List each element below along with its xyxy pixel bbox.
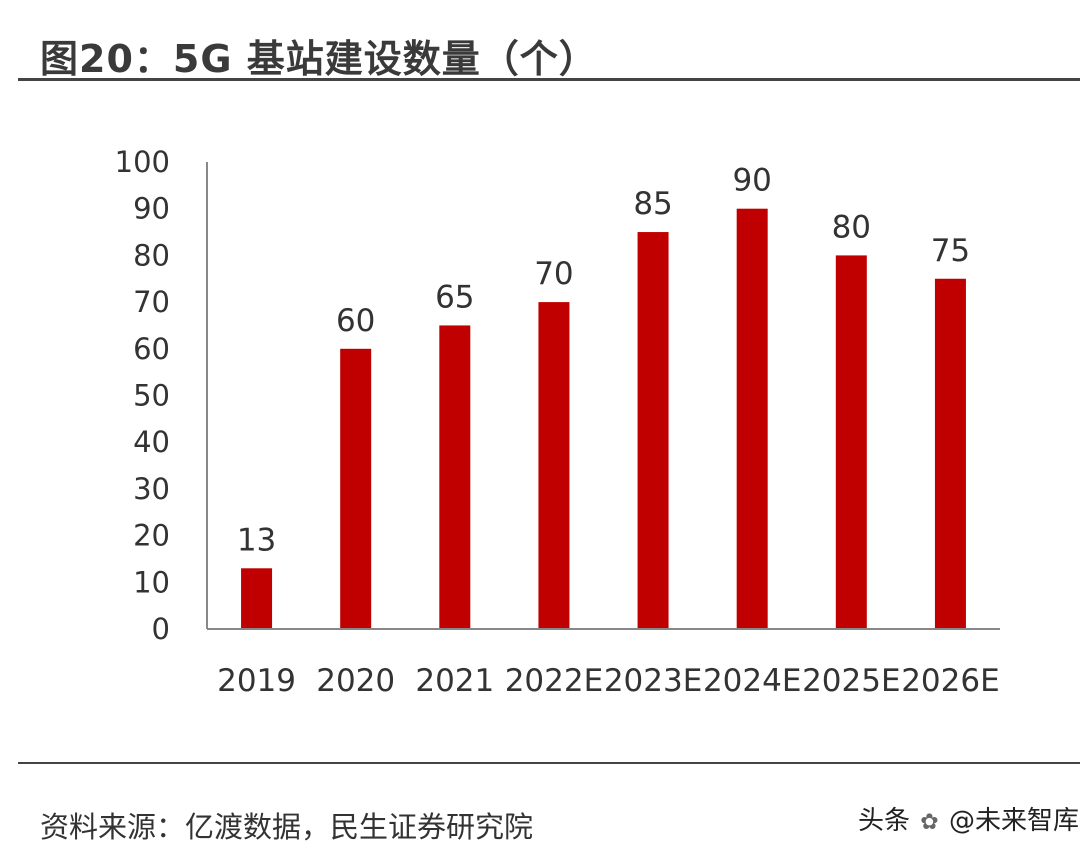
bar-2022E bbox=[538, 302, 570, 629]
watermark-name: @未来智库 bbox=[948, 806, 1079, 836]
data-label-2020: 60 bbox=[336, 303, 375, 339]
title-divider bbox=[18, 78, 1080, 81]
x-tick-label: 2024E bbox=[703, 663, 801, 699]
bar-2023E bbox=[637, 232, 669, 630]
x-tick-label: 2021 bbox=[415, 663, 494, 699]
x-tick-label: 2026E bbox=[901, 663, 999, 699]
footer-divider bbox=[18, 762, 1080, 764]
y-tick-label: 50 bbox=[133, 379, 170, 413]
chart-title: 图20：5G 基站建设数量（个） bbox=[40, 37, 598, 81]
source-note: 资料来源：亿渡数据，民生证券研究院 bbox=[40, 810, 534, 844]
bar-2025E bbox=[835, 255, 867, 629]
data-label-2026E: 75 bbox=[931, 233, 970, 269]
y-tick-label: 80 bbox=[133, 238, 170, 272]
y-tick-label: 30 bbox=[133, 472, 170, 506]
bar-2020 bbox=[340, 348, 372, 629]
data-label-2022E: 70 bbox=[534, 256, 573, 292]
y-axis-ticks: 0 10 20 30 40 50 60 70 80 90 100 bbox=[115, 145, 170, 646]
y-tick-label: 60 bbox=[133, 332, 170, 366]
x-tick-label: 2025E bbox=[802, 663, 900, 699]
data-label-2019: 13 bbox=[237, 522, 276, 558]
data-label-2021: 65 bbox=[435, 279, 474, 315]
y-tick-label: 10 bbox=[133, 565, 170, 599]
x-axis-ticks: 2019 2020 2021 2022E 2023E 2024E 2025E 2026E bbox=[217, 663, 1000, 699]
bar-2024E bbox=[736, 208, 768, 629]
bar-2026E bbox=[934, 278, 966, 629]
data-label-2024E: 90 bbox=[732, 163, 771, 199]
x-tick-label: 2019 bbox=[217, 663, 296, 699]
x-tick-label: 2022E bbox=[505, 663, 603, 699]
watermark-prefix: 头条 bbox=[858, 806, 911, 836]
wechat-icon: ✿ bbox=[920, 810, 939, 835]
data-label-2023E: 85 bbox=[633, 186, 672, 222]
bar-2019 bbox=[241, 568, 273, 629]
y-tick-label: 40 bbox=[133, 425, 170, 459]
y-tick-label: 0 bbox=[152, 612, 170, 646]
x-tick-label: 2020 bbox=[316, 663, 395, 699]
y-tick-label: 90 bbox=[133, 192, 170, 226]
y-tick-label: 20 bbox=[133, 519, 170, 553]
data-label-2025E: 80 bbox=[832, 209, 871, 245]
bars bbox=[241, 208, 966, 630]
data-labels: 13 60 65 70 85 90 80 75 bbox=[237, 163, 970, 559]
x-tick-label: 2023E bbox=[604, 663, 702, 699]
watermark: 头条 ✿ @未来智库 bbox=[858, 800, 1079, 837]
bar-2021 bbox=[439, 325, 471, 629]
y-tick-label: 70 bbox=[133, 285, 170, 319]
y-tick-label: 100 bbox=[115, 145, 170, 179]
